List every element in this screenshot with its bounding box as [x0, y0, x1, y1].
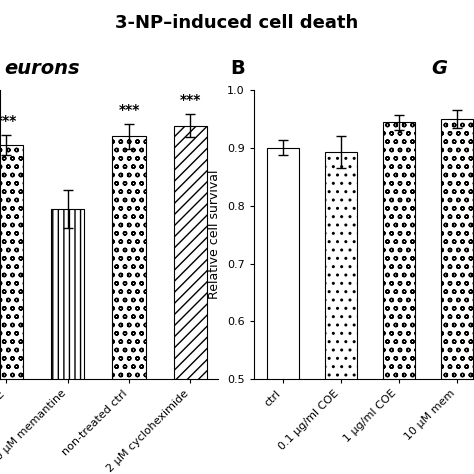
Bar: [112, 137, 146, 474]
Text: 3-NP–induced cell death: 3-NP–induced cell death: [115, 14, 359, 32]
Text: B: B: [230, 59, 245, 78]
Bar: [51, 209, 84, 474]
Bar: [267, 148, 299, 474]
Text: eurons: eurons: [5, 59, 81, 78]
Y-axis label: Relative cell survival: Relative cell survival: [208, 170, 221, 300]
Bar: [383, 122, 415, 474]
Bar: [173, 126, 207, 474]
Bar: [325, 152, 356, 474]
Text: G: G: [431, 59, 447, 78]
Bar: [441, 119, 473, 474]
Text: ***: ***: [118, 103, 140, 117]
Text: ***: ***: [180, 93, 201, 108]
Bar: [0, 145, 23, 474]
Text: ***: ***: [0, 114, 17, 128]
